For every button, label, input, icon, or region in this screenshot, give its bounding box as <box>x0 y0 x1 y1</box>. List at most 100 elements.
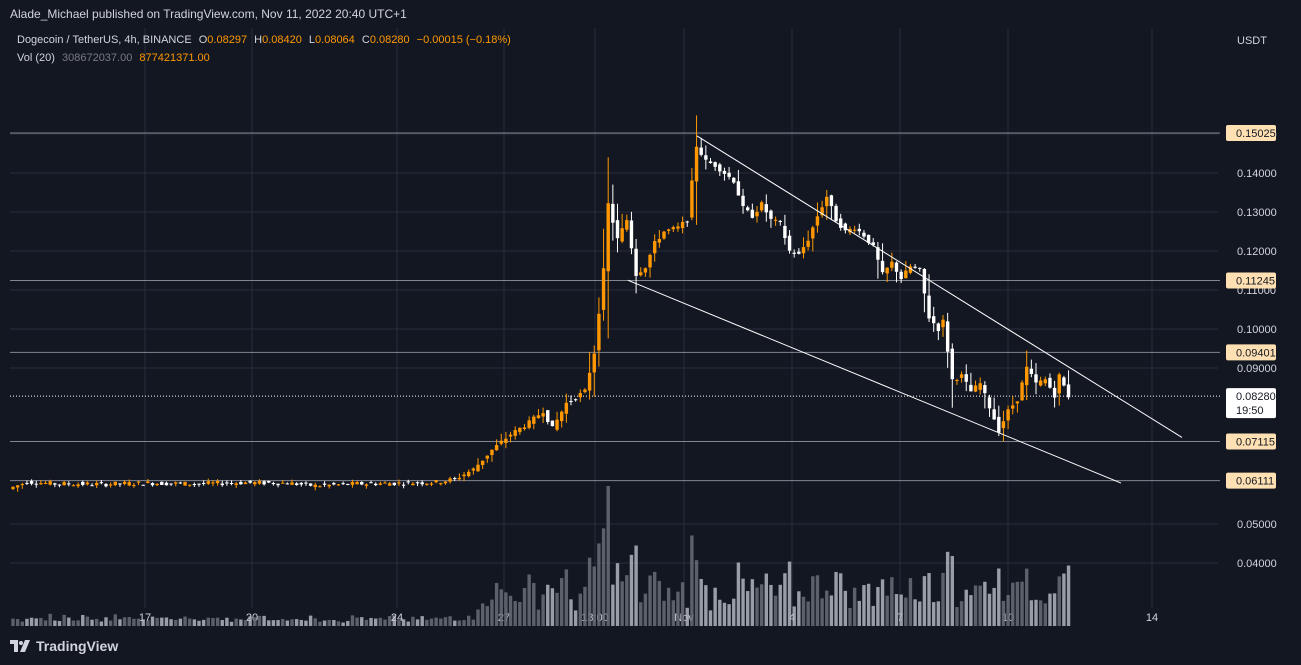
tradingview-brand[interactable]: TradingView <box>10 638 118 654</box>
volume-bar <box>122 617 127 626</box>
y-tick-label: 0.05000 <box>1237 519 1277 531</box>
volume-bar <box>197 620 201 626</box>
chart-frame[interactable]: 0.04000 0.05000 0.09000 0.10000 0.11000 0.120… <box>0 28 1301 665</box>
volume-bar <box>262 615 266 626</box>
volume-bar <box>1038 600 1043 626</box>
candle-body <box>955 380 959 382</box>
volume-bar <box>43 620 48 626</box>
volume-bar <box>713 587 717 626</box>
volume-bar <box>392 615 396 626</box>
volume-bar <box>708 610 713 626</box>
candle-body <box>825 196 829 207</box>
candle-body <box>141 484 145 486</box>
volume-bar <box>136 618 141 626</box>
candle-body <box>318 486 322 488</box>
candle-body <box>267 481 271 483</box>
volume-bar <box>1025 568 1029 626</box>
candle-body <box>285 483 290 485</box>
candle-body <box>146 481 150 483</box>
candle-body <box>178 482 183 484</box>
candle-body <box>215 480 220 484</box>
volume-bar <box>494 583 499 626</box>
candle-body <box>857 228 861 232</box>
volume-bar <box>541 594 545 626</box>
volume-bar <box>783 573 787 626</box>
volume-bar <box>490 599 494 626</box>
candle-body <box>936 323 941 332</box>
candle-body <box>764 204 768 213</box>
volume-bar <box>99 621 104 626</box>
volume-bar <box>522 587 527 626</box>
volume-bar <box>248 616 252 626</box>
volume-bar <box>81 614 85 626</box>
volume-bar <box>471 619 476 626</box>
volume-bar <box>615 563 620 626</box>
candle-body <box>39 483 43 485</box>
close-label: C <box>361 34 370 46</box>
volume-bar <box>1011 582 1015 626</box>
candle-body <box>899 271 903 280</box>
volume-bar <box>899 594 903 626</box>
candle-body <box>494 445 499 451</box>
candle-body <box>1025 366 1029 386</box>
volume-bar <box>71 620 76 626</box>
volume-bar <box>811 576 815 626</box>
volume-label[interactable]: Vol (20) <box>17 52 55 64</box>
candle-body <box>1062 377 1066 386</box>
candle-body <box>918 267 922 269</box>
symbol-label[interactable]: Dogecoin / TetherUS, 4h, BINANCE <box>17 34 192 46</box>
volume-bar <box>183 616 187 626</box>
candle-body <box>690 180 694 218</box>
candle-body <box>76 484 80 487</box>
volume-bar <box>959 601 964 626</box>
publisher-text: Alade_Michael published on TradingView.c… <box>10 7 407 21</box>
volume-bar <box>820 598 824 626</box>
candle-body <box>978 383 982 390</box>
volume-bar <box>467 615 471 626</box>
volume-bar <box>564 569 569 626</box>
volume-bar <box>1048 593 1052 626</box>
candle-body <box>797 251 801 254</box>
lower-trendline[interactable] <box>627 279 1122 484</box>
volume-bar <box>792 606 796 626</box>
candle-body <box>839 218 843 228</box>
candle-body <box>341 483 345 485</box>
upper-trendline[interactable] <box>696 135 1183 438</box>
candle-body <box>122 481 127 484</box>
volume-bar <box>1057 576 1061 626</box>
volume-bar <box>992 587 996 626</box>
volume-bar <box>169 619 173 626</box>
candle-body <box>1029 368 1034 375</box>
volume-bar <box>880 579 885 626</box>
candle-body <box>360 482 364 485</box>
volume-bar <box>801 596 806 626</box>
chart-canvas[interactable]: 0.040000.050000.090000.100000.110000.120… <box>0 28 1301 665</box>
volume-bar <box>890 577 894 626</box>
candle-body <box>927 295 931 319</box>
volume-bar <box>485 606 489 626</box>
candle-body <box>118 483 122 485</box>
candle-body <box>550 420 555 427</box>
volume-bar <box>174 619 178 626</box>
volume-bar <box>1001 600 1006 626</box>
volume-bar <box>369 617 373 626</box>
volume-bar <box>225 617 229 626</box>
volume-bar <box>806 601 810 626</box>
volume-bar <box>746 591 750 626</box>
volume-bar <box>606 486 610 626</box>
volume-bar <box>290 619 294 626</box>
candle-body <box>462 474 466 477</box>
candle-body <box>429 483 434 485</box>
candle-body <box>364 484 369 486</box>
candle-body <box>945 321 950 352</box>
candle-body <box>374 483 378 486</box>
volume-bar <box>690 535 694 626</box>
volume-bar <box>281 618 285 626</box>
candle-body <box>806 240 810 247</box>
candle-body <box>1011 405 1015 409</box>
candle-body <box>648 254 652 268</box>
candle-body <box>987 397 992 409</box>
level-price-label: 0.06111 <box>1236 476 1274 488</box>
volume-bar <box>1006 595 1010 626</box>
volume-bar <box>662 600 666 626</box>
